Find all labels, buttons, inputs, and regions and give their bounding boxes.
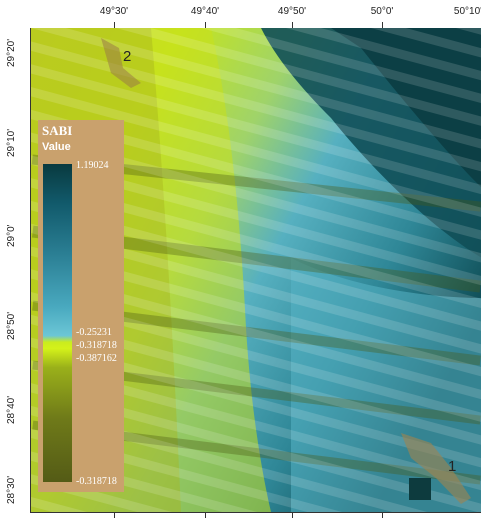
lat-label-28-50: 28°50' [6, 311, 17, 340]
lat-label-29-10: 29°10' [6, 128, 17, 157]
lon-tick [382, 22, 383, 28]
lat-label-28-30: 28°30' [6, 475, 17, 504]
site-label-2: 2 [123, 48, 132, 65]
lon-tick [205, 22, 206, 28]
legend-value-max: 1.19024 [76, 160, 109, 171]
sabi-map-raster [31, 28, 481, 512]
legend-value-2: -0.25231 [76, 327, 112, 338]
lat-label-29-20: 29°20' [6, 38, 17, 67]
lat-label-29-0: 29°0' [6, 224, 17, 247]
legend-color-ramp [43, 164, 72, 482]
lon-tick-bottom [114, 512, 115, 518]
lon-label-49-30: 49°30' [99, 6, 129, 17]
lon-label-50-10: 50°10' [453, 6, 481, 17]
legend-subtitle: Value [42, 141, 71, 153]
legend-panel: SABI Value 1.19024 -0.25231 -0.318718 -0… [38, 120, 124, 492]
legend-value-3: -0.318718 [76, 340, 117, 351]
lat-label-28-40: 28°40' [6, 395, 17, 424]
legend-value-min: -0.318718 [76, 476, 117, 487]
site-label-1: 1 [448, 458, 457, 475]
lon-tick-bottom [205, 512, 206, 518]
legend-title: SABI [42, 123, 73, 138]
lon-label-49-50: 49°50' [277, 6, 307, 17]
map-frame [30, 28, 481, 513]
lon-tick-bottom [382, 512, 383, 518]
lon-tick [114, 22, 115, 28]
lon-tick [292, 22, 293, 28]
legend-value-4: -0.387162 [76, 353, 117, 364]
lon-label-49-40: 49°40' [190, 6, 220, 17]
lon-label-50-0: 50°0' [370, 6, 394, 17]
lon-tick-bottom [292, 512, 293, 518]
